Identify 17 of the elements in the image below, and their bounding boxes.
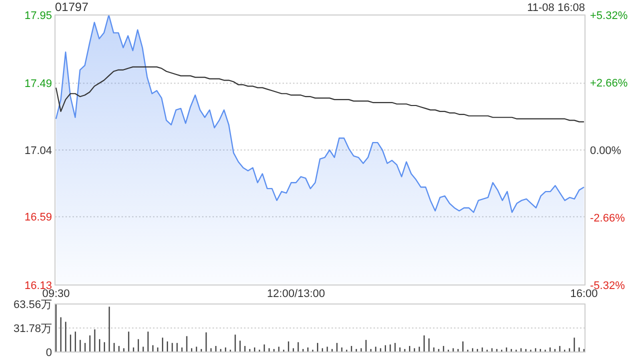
x-tick-label: 09:30 bbox=[42, 288, 70, 300]
y-tick-label: 63.56万 bbox=[13, 298, 52, 311]
y2-tick-label: +2.66% bbox=[590, 77, 628, 90]
y-tick-label: 31.78万 bbox=[13, 322, 52, 335]
y-tick-label: 0 bbox=[46, 346, 52, 359]
chart-title: 01797 bbox=[55, 0, 89, 14]
line-series bbox=[55, 66, 585, 122]
y-tick-label: 16.59 bbox=[24, 212, 52, 224]
x-tick-label: 12:00/13:00 bbox=[266, 288, 326, 300]
y-tick-label: 17.04 bbox=[24, 144, 52, 157]
y-tick-label: 17.49 bbox=[24, 78, 52, 90]
y2-tick-label: +5.32% bbox=[590, 10, 628, 22]
y-tick-label: 17.95 bbox=[24, 10, 52, 22]
y2-tick-label: 0.00% bbox=[590, 144, 622, 157]
text: 11-08 16:08 bbox=[527, 2, 585, 14]
y2-tick-label: -2.66% bbox=[590, 212, 626, 224]
x-tick-label: 16:00 bbox=[570, 288, 598, 300]
